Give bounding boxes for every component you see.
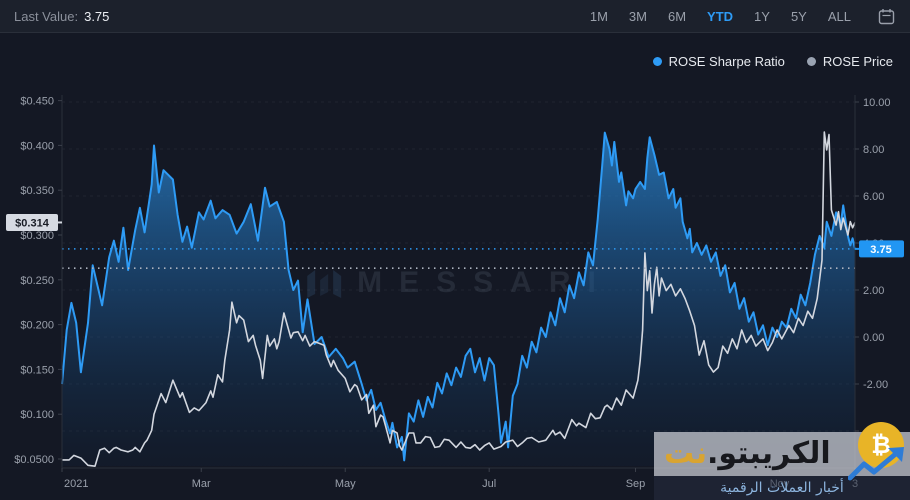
bitcoin-coin-icon: ₿ (858, 422, 904, 468)
legend: ROSE Sharpe Ratio ROSE Price (652, 54, 893, 69)
last-value-label: Last Value: (14, 8, 79, 24)
right-axis-tick-label: -2.00 (863, 379, 888, 391)
range-ytd[interactable]: YTD (707, 8, 734, 24)
x-axis-tick-label: Sep (626, 478, 646, 490)
range-selector: 1M 3M 6M YTD 1Y 5Y ALL (587, 6, 898, 27)
legend-item-sharpe[interactable]: ROSE Sharpe Ratio (652, 54, 785, 69)
range-3m[interactable]: 3M (628, 8, 647, 24)
left-axis-tick-label: $0.300 (20, 230, 54, 242)
calendar-icon[interactable] (875, 6, 898, 27)
legend-label-price: ROSE Price (822, 54, 893, 69)
price-last-value-pill (6, 213, 58, 231)
left-axis-tick-label: $0.350 (20, 185, 54, 197)
site-watermark-subtitle-row: أخبار العملات الرقمية (654, 476, 910, 500)
left-axis-tick-label: $0.0500 (14, 454, 54, 466)
legend-item-price[interactable]: ROSE Price (806, 54, 893, 69)
top-bar: Last Value: 3.75 1M 3M 6M YTD 1Y 5Y ALL (0, 0, 910, 33)
range-1m[interactable]: 1M (589, 8, 608, 24)
price-line (62, 131, 856, 467)
messari-logo-icon (307, 270, 342, 298)
sharpe-area-fill (62, 132, 855, 466)
sharpe-last-value-text: 3.75 (870, 244, 891, 256)
x-axis-tick-label: Mar (192, 478, 211, 490)
left-axis-tick-label: $0.400 (20, 140, 54, 152)
left-axis-tick-label: $0.200 (20, 320, 54, 332)
left-axis-tick-label: $0.100 (20, 409, 54, 421)
right-axis-tick-label: 8.00 (863, 144, 884, 156)
site-watermark-badge: الكريبتو.نت أخبار العملات الرقمية ₿ (654, 422, 910, 500)
right-axis-tick-label: 0.00 (863, 332, 884, 344)
right-axis-tick-label: 10.00 (863, 97, 891, 109)
legend-label-sharpe: ROSE Sharpe Ratio (668, 54, 785, 69)
messari-watermark-text: MESSARI (357, 266, 613, 300)
range-5y[interactable]: 5Y (790, 8, 807, 24)
range-6m[interactable]: 6M (667, 8, 687, 24)
legend-dot-price-icon (806, 57, 816, 66)
x-axis-tick-label: May (335, 478, 356, 490)
last-value-readout: Last Value: 3.75 (14, 9, 109, 24)
right-axis-tick-label: 2.00 (863, 285, 884, 297)
left-axis-tick-label: $0.250 (20, 275, 54, 287)
sharpe-last-value-pill (859, 240, 904, 258)
range-1y[interactable]: 1Y (754, 8, 770, 24)
left-axis-tick-label: $0.450 (20, 96, 54, 108)
legend-dot-sharpe-icon (652, 57, 662, 66)
x-axis-tick-label: 2021 (64, 478, 88, 490)
sharpe-ratio-line (61, 131, 856, 462)
site-watermark-subtitle: أخبار العملات الرقمية (720, 480, 844, 496)
price-last-value-text: $0.314 (15, 217, 50, 229)
trend-arrow-icon (848, 447, 904, 481)
last-value-number: 3.75 (84, 8, 110, 24)
right-axis-tick-label: 6.00 (863, 191, 884, 203)
range-all[interactable]: ALL (827, 8, 851, 24)
messari-watermark: MESSARI (307, 266, 613, 300)
site-watermark-title: الكريبتو.نت (664, 436, 831, 471)
x-axis-tick-label: Jul (482, 478, 496, 490)
left-axis-tick-label: $0.150 (20, 364, 54, 376)
